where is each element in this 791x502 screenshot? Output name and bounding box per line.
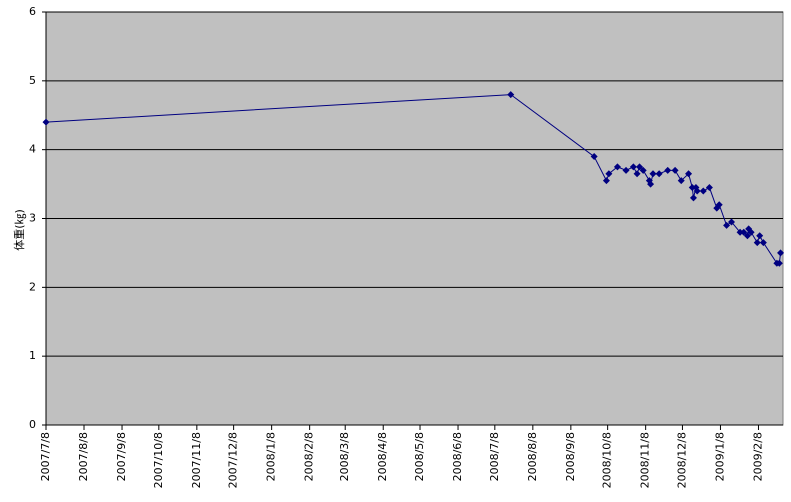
y-tick-label: 5 [29,74,36,87]
x-tick-label: 2007/11/8 [190,432,203,488]
data-point [633,170,641,178]
data-point [664,166,672,174]
data-point [727,218,735,226]
data-point [743,232,751,240]
data-point [753,239,761,247]
x-tick-label: 2007/7/8 [39,432,52,481]
x-tick-label: 2008/9/8 [564,432,577,481]
x-tick-label: 2008/4/8 [376,432,389,481]
x-tick-label: 2007/9/8 [115,432,128,481]
x-tick-label: 2009/2/8 [751,432,764,481]
data-point [705,184,713,192]
data-point [723,221,731,229]
data-point [605,170,613,178]
data-point [622,166,630,174]
x-tick-label: 2007/8/8 [77,432,90,481]
data-point [639,166,647,174]
data-point [629,163,637,171]
data-point [636,163,644,171]
x-tick-label: 2008/10/8 [601,432,614,488]
data-point [677,177,685,185]
x-tick-label: 2008/2/8 [303,432,316,481]
data-point [671,166,679,174]
data-point [693,187,701,195]
x-tick-label: 2007/12/8 [227,432,240,488]
x-tick-label: 2007/10/8 [152,432,165,488]
data-point [613,163,621,171]
data-point [699,187,707,195]
x-tick-label: 2008/12/8 [675,432,688,488]
data-point [736,228,744,236]
data-point [777,249,785,257]
data-point [647,180,655,188]
data-point [756,232,764,240]
data-point [655,170,663,178]
x-tick-label: 2008/3/8 [338,432,351,481]
x-tick-label: 2008/6/8 [451,432,464,481]
x-tick-label: 2008/5/8 [413,432,426,481]
y-axis-label: 体重(㎏) [12,209,26,251]
data-point [775,259,783,267]
y-tick-label: 4 [29,143,36,156]
x-tick-label: 2008/7/8 [488,432,501,481]
data-point [747,228,755,236]
data-point [42,118,50,126]
y-tick-label: 1 [29,349,36,362]
data-point [507,91,515,99]
data-point [740,228,748,236]
data-point [685,170,693,178]
data-point [715,201,723,209]
y-tick-label: 2 [29,280,36,293]
y-tick-label: 6 [29,5,36,18]
x-tick-label: 2008/8/8 [526,432,539,481]
data-point [689,194,697,202]
y-tick-label: 0 [29,418,36,431]
y-tick-label: 3 [29,212,36,225]
data-point [759,239,767,247]
x-tick-label: 2008/11/8 [639,432,652,488]
x-tick-label: 2009/1/8 [713,432,726,481]
data-point [649,170,657,178]
data-point [602,177,610,185]
data-point [590,153,598,161]
x-tick-label: 2008/1/8 [265,432,278,481]
data-point [688,184,696,192]
